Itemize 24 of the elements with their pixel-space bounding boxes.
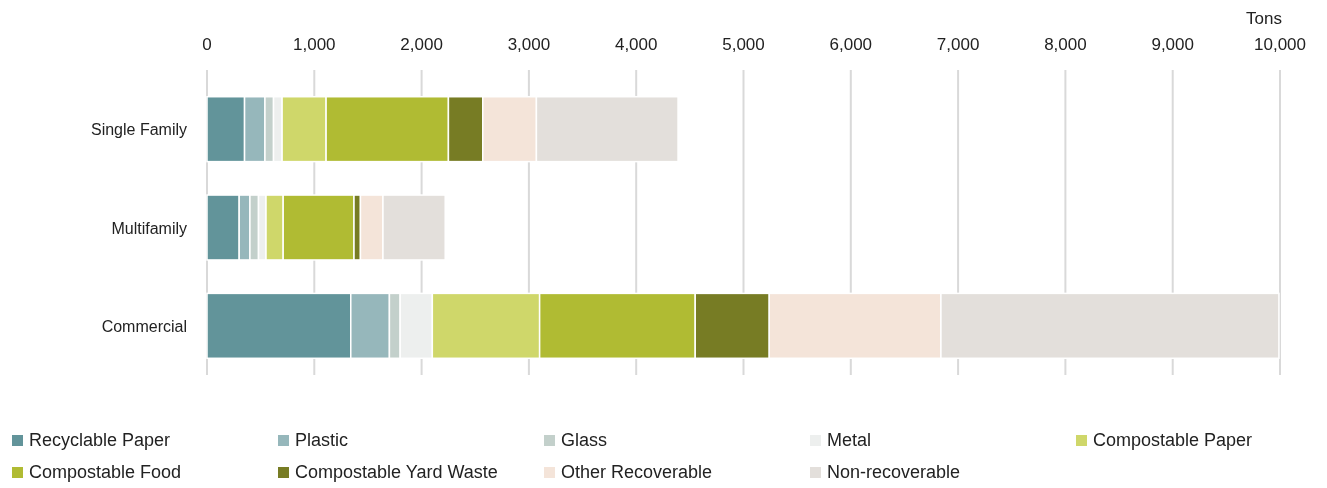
x-tick-label: 4,000: [614, 35, 658, 54]
legend-label: Compostable Yard Waste: [295, 462, 498, 482]
x-tick-label: 3,000: [507, 35, 551, 54]
x-tick-label: 1,000: [293, 35, 336, 54]
legend-label: Compostable Food: [29, 462, 182, 482]
x-tick-label: 7,000: [936, 35, 980, 54]
legend-label: Metal: [827, 430, 872, 450]
y-tick-label: Multifamily: [111, 219, 187, 237]
x-tick-label: 8,000: [1044, 35, 1087, 54]
y-tick-label: Commercial: [101, 317, 187, 335]
x-tick-label: 6,000: [829, 35, 873, 54]
legend-label: Recyclable Paper: [29, 430, 171, 450]
x-tick-label: 10,000: [1254, 35, 1306, 54]
y-tick-label: Single Family: [90, 121, 187, 139]
legend-label: Non-recoverable: [827, 462, 961, 482]
x-tick-label: 9,000: [1151, 35, 1194, 54]
x-tick-label: 5,000: [722, 35, 765, 54]
legend-label: Other Recoverable: [561, 462, 713, 482]
legend-label: Plastic: [295, 430, 349, 450]
legend-label: Glass: [561, 430, 608, 450]
x-axis-title: Tons: [1246, 9, 1282, 28]
legend-label: Compostable Paper: [1093, 430, 1253, 450]
x-tick-label: 2,000: [400, 35, 443, 54]
x-tick-label: 0: [202, 35, 212, 54]
